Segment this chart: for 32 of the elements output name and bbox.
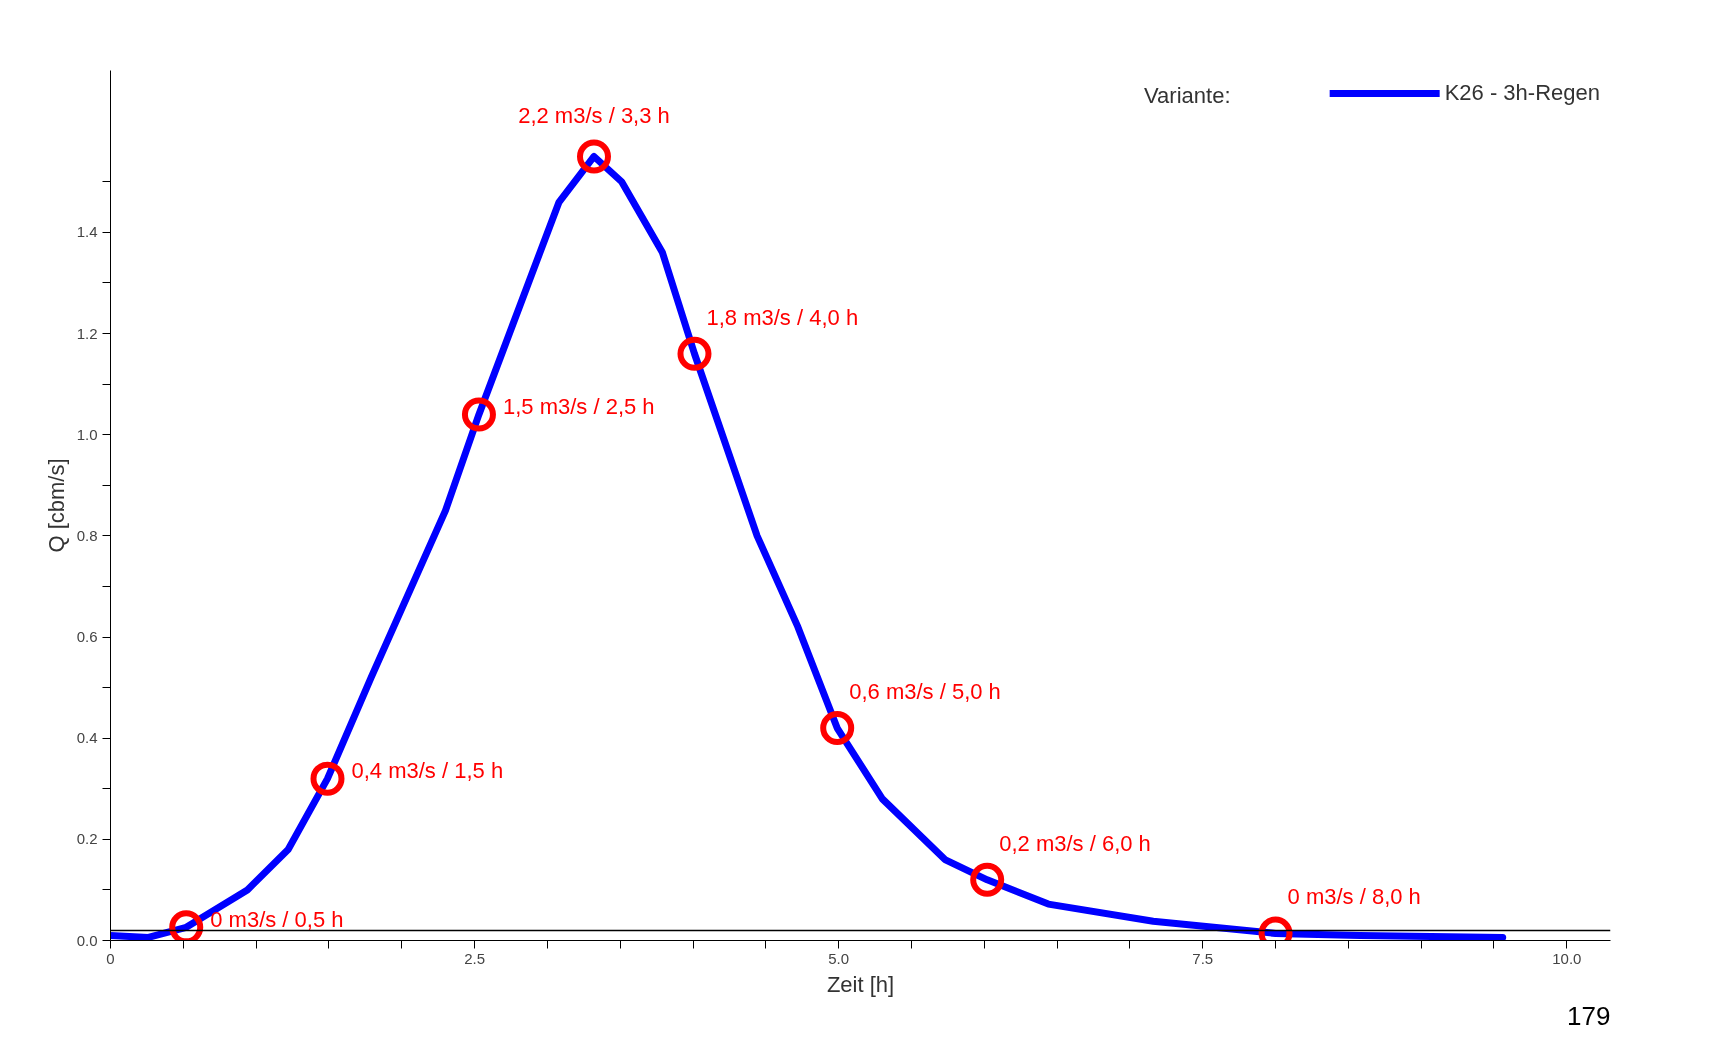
x-tick-label: 5.0 — [828, 949, 850, 967]
y-tick-label: 0.0 — [76, 931, 98, 949]
annotation: 0,2 m3/s / 6,0 h — [999, 830, 1151, 856]
annotation: 0 m3/s / 8,0 h — [1287, 884, 1421, 910]
legend-label: K26 - 3h-Regen — [1444, 80, 1600, 106]
x-axis-title: Zeit [h] — [826, 971, 895, 997]
y-axis-title: Q [cbm/s] — [43, 458, 69, 553]
point — [577, 139, 611, 174]
y-tick-label: 0.6 — [76, 628, 98, 646]
annotation: 0 m3/s / 0,5 h — [210, 906, 344, 932]
y-tick-label: 0.4 — [76, 729, 98, 747]
text: 179 — [1567, 1000, 1611, 1031]
point — [461, 397, 496, 432]
point — [677, 336, 712, 371]
annotation: 2,2 m3/s / 3,3 h — [518, 103, 670, 129]
y-tick-label: 0.8 — [76, 526, 98, 544]
x-tick-label: 0 — [106, 949, 115, 967]
x-tick-label: 10.0 — [1552, 949, 1582, 967]
annotation: 1,5 m3/s / 2,5 h — [502, 393, 655, 419]
y-tick-label: 0.2 — [76, 830, 98, 848]
annotation: 1,8 m3/s / 4,0 h — [706, 304, 859, 330]
point — [970, 862, 1005, 897]
point — [310, 761, 345, 796]
x-tick-label: 2.5 — [464, 949, 486, 967]
x-tick-label: 7.5 — [1192, 949, 1214, 967]
y-tick-label: 1.0 — [76, 425, 98, 443]
point — [820, 711, 855, 746]
annotation: 0,6 m3/s / 5,0 h — [849, 679, 1001, 705]
annotation: 0,4 m3/s / 1,5 h — [351, 758, 504, 784]
y-tick-label: 1.4 — [76, 223, 98, 241]
y-tick-label: 1.2 — [76, 324, 98, 342]
legend-title: Variante: — [1144, 82, 1231, 108]
